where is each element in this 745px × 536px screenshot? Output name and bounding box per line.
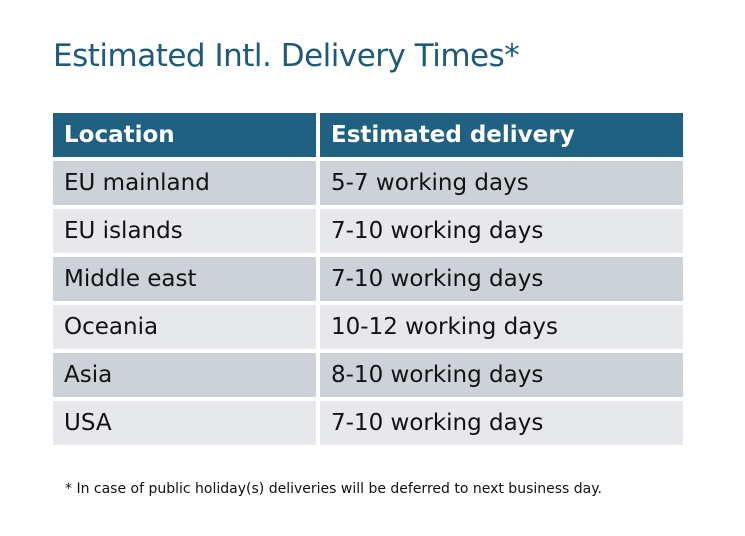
table-row: Oceania 10-12 working days [53, 305, 683, 349]
location-cell: EU islands [53, 209, 316, 253]
table-row: EU islands 7-10 working days [53, 209, 683, 253]
table-row: EU mainland 5-7 working days [53, 161, 683, 205]
location-cell: Middle east [53, 257, 316, 301]
location-cell: Oceania [53, 305, 316, 349]
delivery-cell: 10-12 working days [320, 305, 683, 349]
delivery-cell: 7-10 working days [320, 401, 683, 445]
delivery-cell: 8-10 working days [320, 353, 683, 397]
delivery-table: Location Estimated delivery EU mainland 5… [49, 109, 687, 449]
table-header-row: Location Estimated delivery [53, 113, 683, 157]
table-row: Asia 8-10 working days [53, 353, 683, 397]
column-header-location: Location [53, 113, 316, 157]
table-row: USA 7-10 working days [53, 401, 683, 445]
delivery-cell: 7-10 working days [320, 209, 683, 253]
page-title: Estimated Intl. Delivery Times* [53, 38, 520, 74]
delivery-cell: 7-10 working days [320, 257, 683, 301]
location-cell: EU mainland [53, 161, 316, 205]
column-header-delivery: Estimated delivery [320, 113, 683, 157]
location-cell: USA [53, 401, 316, 445]
table-row: Middle east 7-10 working days [53, 257, 683, 301]
delivery-cell: 5-7 working days [320, 161, 683, 205]
footnote: * In case of public holiday(s) deliverie… [65, 481, 602, 497]
location-cell: Asia [53, 353, 316, 397]
